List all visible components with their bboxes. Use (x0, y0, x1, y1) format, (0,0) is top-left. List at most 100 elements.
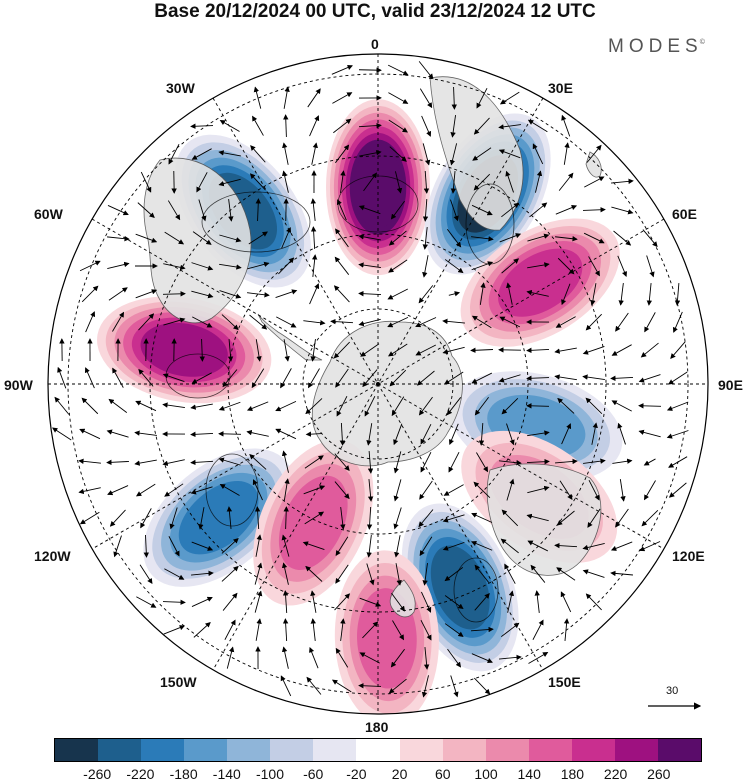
wind-vector-343 (139, 564, 153, 584)
wind-vector-131 (333, 285, 350, 303)
wind-vector-6 (307, 88, 321, 108)
wind-vector-355 (474, 564, 490, 583)
wind-vector-116 (501, 258, 520, 274)
wind-vector-320 (587, 508, 601, 528)
wind-vector-313 (393, 507, 402, 530)
wind-vector-303 (109, 509, 126, 527)
wind-vector-186 (611, 344, 632, 356)
wind-vector-165 (672, 311, 683, 333)
wind-vector-121 (646, 255, 655, 278)
wind-vector-213 (81, 397, 99, 415)
wind-vector-371 (421, 591, 432, 613)
wind-vector-308 (254, 506, 261, 530)
wind-vector-72 (390, 200, 405, 220)
wind-vector-110 (334, 256, 350, 275)
wind-vector-83 (164, 231, 185, 245)
wind-vector-157 (442, 318, 465, 325)
wind-vector-123 (108, 287, 128, 301)
wind-vector-238 (134, 430, 157, 436)
wind-vector-158 (471, 315, 492, 329)
wind-vector-104 (163, 263, 186, 271)
wind-vector-174 (283, 339, 290, 362)
wind-vector-179 (415, 344, 437, 356)
wind-vector-342 (639, 541, 661, 552)
colorbar-swatch-0 (55, 739, 99, 761)
wind-vector-76 (501, 202, 520, 218)
wind-vector-128 (247, 292, 270, 298)
wind-vector-53 (394, 171, 403, 194)
wind-vector-305 (169, 507, 178, 530)
wind-vector-173 (255, 339, 262, 362)
wind-vector-370 (391, 592, 406, 612)
wind-vector-329 (281, 534, 290, 557)
wind-vector-92 (422, 227, 428, 250)
wind-vector-149 (221, 314, 239, 331)
wind-vector-61 (611, 178, 634, 185)
wind-vector-111 (358, 262, 381, 268)
wind-vector-296 (527, 485, 550, 494)
wind-vector-205 (498, 374, 521, 383)
wind-vector-335 (442, 541, 465, 551)
wind-vector-377 (585, 593, 602, 611)
wind-vector-304 (140, 508, 152, 529)
wind-vector-74 (450, 199, 459, 222)
wind-vector-357 (530, 564, 546, 583)
wind-vector-58 (535, 170, 543, 193)
colorbar-tick-label: 100 (474, 766, 498, 782)
wind-vector-337 (500, 538, 519, 554)
wind-vector-57 (505, 170, 514, 193)
wind-vector-198 (308, 368, 320, 389)
wind-vector-341 (610, 541, 633, 551)
wind-vector-233 (638, 403, 662, 409)
wind-vector-270 (420, 451, 432, 473)
wind-vector-366 (282, 590, 289, 614)
wind-vector-358 (556, 567, 576, 581)
lon-label-180: 180 (365, 719, 389, 735)
wind-vector-282 (135, 483, 156, 497)
wind-vector-299 (619, 479, 626, 502)
wind-vector-162 (585, 313, 603, 331)
wind-vector-333 (394, 535, 401, 558)
wind-vector-206 (526, 375, 550, 381)
contour-neg-38w (201, 191, 311, 253)
wind-vector-26 (527, 119, 548, 133)
wind-vector-312 (366, 506, 373, 530)
wind-vector-257 (666, 430, 689, 439)
wind-vector-389 (470, 626, 494, 633)
wind-vector-251 (506, 423, 515, 446)
wind-vector-367 (310, 590, 317, 613)
wind-vector-129 (275, 289, 298, 298)
wind-vector-349 (305, 565, 323, 582)
wind-vector-286 (252, 479, 263, 501)
wind-vector-290 (367, 479, 374, 502)
anomaly-4-level-5 (140, 322, 228, 377)
wind-vector-396 (309, 646, 319, 669)
wind-vector-101 (79, 260, 101, 272)
wind-vector-403 (499, 654, 522, 661)
lon-label-120w: 120W (34, 548, 71, 564)
wind-vector-244 (305, 431, 322, 437)
wind-vector-354 (444, 567, 464, 582)
wind-vector-43 (586, 144, 602, 163)
wind-vector-373 (474, 593, 490, 611)
colorbar-swatch-13 (614, 739, 658, 761)
wind-vector-272 (476, 452, 489, 473)
wind-vector-386 (392, 620, 404, 641)
wind-vector-181 (470, 347, 494, 353)
wind-vector-130 (309, 283, 320, 305)
wind-vector-340 (582, 542, 605, 551)
wind-vector-274 (526, 458, 550, 465)
wind-vector-140 (590, 283, 597, 306)
wind-vector-71 (358, 205, 381, 215)
wind-vector-300 (644, 480, 656, 501)
lon-label-150w: 150W (160, 674, 197, 690)
wind-vector-245 (339, 422, 346, 446)
wind-vector-54 (423, 170, 430, 194)
wind-vector-138 (526, 289, 549, 297)
wind-vector-219 (246, 401, 269, 411)
wind-vector-99 (613, 230, 632, 246)
wind-vector-44 (140, 171, 152, 193)
wind-vector-47 (218, 178, 241, 187)
wind-vector-325 (168, 536, 180, 557)
wind-vector-241 (218, 431, 242, 437)
